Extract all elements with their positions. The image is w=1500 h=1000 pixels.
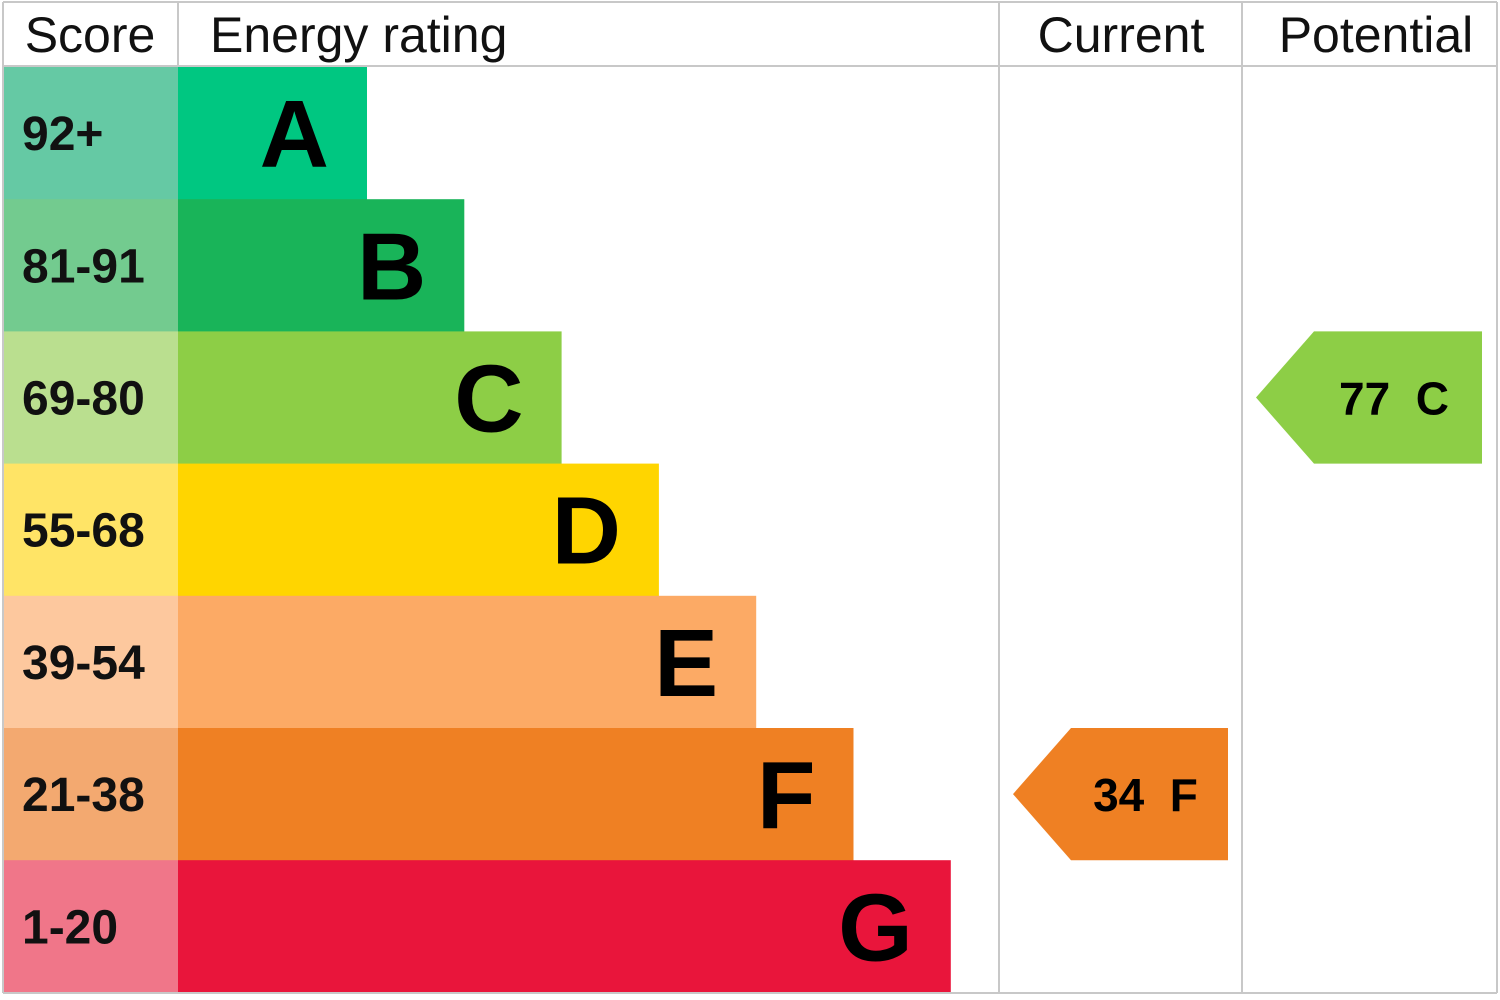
- potential-arrow: [1256, 331, 1482, 464]
- current-arrow: [1013, 728, 1228, 861]
- current-rating-label: 34 F: [1093, 769, 1198, 821]
- header-energy-rating: Energy rating: [210, 7, 507, 63]
- band-letter-e: E: [654, 610, 718, 717]
- score-cell-d: [4, 463, 178, 597]
- score-cell-g: [4, 860, 178, 993]
- band-bar-a: [178, 67, 367, 200]
- score-range-d: 55-68: [22, 505, 145, 558]
- score-cell-a: [4, 67, 178, 200]
- potential-rating-label: 77 C: [1339, 373, 1449, 425]
- score-cell-f: [4, 728, 178, 861]
- band-bar-b: [178, 199, 465, 332]
- band-bar-e: [178, 595, 757, 729]
- score-cell-b: [4, 199, 178, 332]
- score-range-f: 21-38: [22, 769, 145, 822]
- score-range-c: 69-80: [22, 373, 145, 426]
- band-letter-g: G: [838, 874, 913, 981]
- header-potential: Potential: [1279, 7, 1474, 63]
- band-bar-f: [178, 728, 854, 861]
- band-letter-c: C: [454, 346, 523, 453]
- band-bar-d: [178, 463, 659, 597]
- score-range-b: 81-91: [22, 240, 145, 293]
- score-cell-e: [4, 595, 178, 729]
- band-letter-f: F: [757, 742, 816, 849]
- header-current: Current: [1038, 7, 1205, 63]
- band-bar-c: [178, 331, 562, 465]
- score-cell-c: [4, 331, 178, 465]
- score-range-e: 39-54: [22, 637, 145, 690]
- band-letter-b: B: [357, 213, 426, 320]
- band-letter-a: A: [260, 81, 329, 188]
- band-letter-d: D: [552, 478, 621, 585]
- header-score: Score: [25, 7, 156, 63]
- score-range-a: 92+: [22, 108, 103, 161]
- rating-bands: 92+ A 81-91 B 69-80 C 55-68 D 39-54 E 21-38 F 1-20 G: [4, 67, 951, 993]
- score-range-g: 1-20: [22, 901, 118, 954]
- band-bar-g: [178, 860, 951, 993]
- rating-arrows: 34 F 77 C: [1013, 331, 1482, 861]
